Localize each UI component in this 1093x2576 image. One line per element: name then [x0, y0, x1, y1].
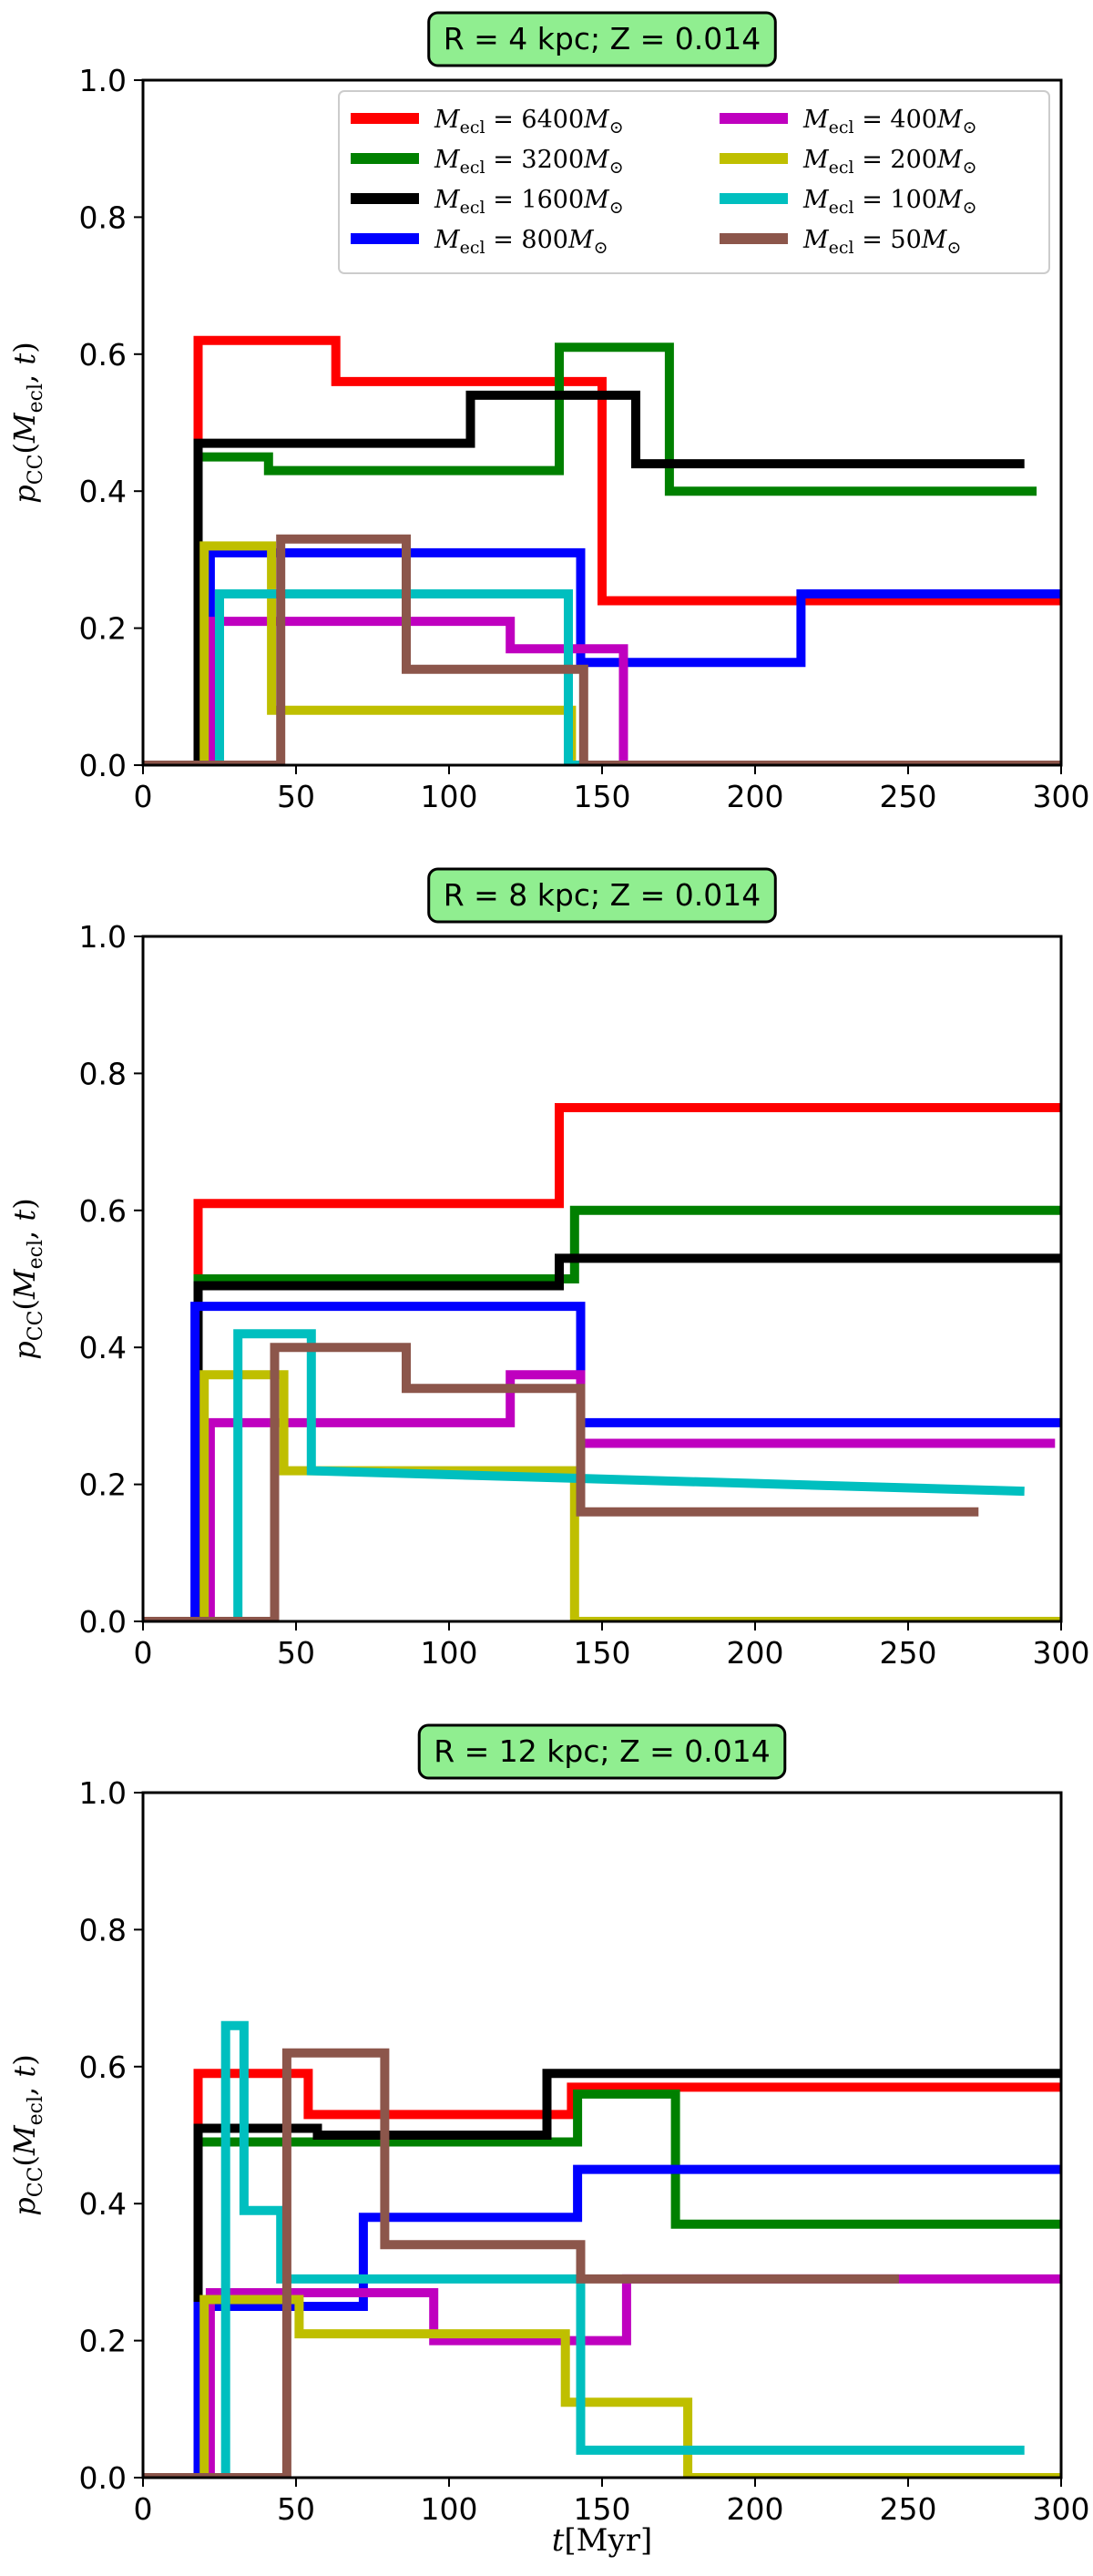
y-tick-label: 0.0: [79, 1604, 127, 1640]
title-box: [427, 11, 777, 67]
chart-panel-2: 0 50 100 150 200 250 300 0.0 0.2 0.4 0.6 0.8 1.0 pCC(…: [7, 867, 1090, 1671]
x-tick-label: 0: [134, 2491, 153, 2527]
y-tick-label: 0.4: [79, 2186, 127, 2222]
x-tick-label: 0: [134, 779, 153, 814]
y-tick-label: 0.4: [79, 474, 127, 509]
series-group: [143, 2020, 1061, 2478]
x-tick-label: 150: [574, 779, 631, 814]
series-line-8: [143, 1343, 979, 1621]
y-axis-label: pCC(Mecl, t): [7, 1198, 47, 1359]
x-tick-label: 300: [1033, 779, 1090, 814]
x-tick-label: 200: [727, 1635, 784, 1671]
legend-label: Mecl = 400M⊙: [802, 106, 977, 138]
legend-box: [338, 90, 1050, 274]
y-tick-label: 0.0: [79, 2460, 127, 2496]
y-tick-label: 1.0: [79, 63, 127, 98]
y-axis-label: pCC(Mecl, t): [7, 342, 47, 503]
series-line-5: [143, 2274, 1061, 2478]
y-tick-label: 0.8: [79, 1056, 127, 1091]
series-line-8: [143, 534, 1061, 765]
series-line-3: [143, 1253, 1061, 1621]
x-tick-label: 300: [1033, 1635, 1090, 1671]
x-tick-label: 100: [421, 2491, 478, 2527]
y-tick-label: 0.2: [79, 1467, 127, 1503]
chart-title: R = 8 kpc; Z = 0.014: [444, 877, 761, 913]
x-tick-label: 200: [727, 779, 784, 814]
x-axis-label: t[Myr]: [552, 2522, 652, 2559]
chart-panel-1: 0 50 100 150 200 250 300 0.0 0.2 0.4 0.6 0.8 1.0 pCC(…: [7, 11, 1090, 814]
panels: 0 50 100 150 200 250 300 0.0 0.2 0.4 0.6 0.8 1.0 pCC(…: [7, 11, 1090, 2527]
legend-label: Mecl = 1600M⊙: [434, 186, 624, 218]
chart-panel-3: 0 50 100 150 200 250 300 0.0 0.2 0.4 0.6 0.8 1.0 pCC(…: [7, 1723, 1090, 2527]
series-group: [143, 335, 1061, 765]
x-tick-label: 300: [1033, 2491, 1090, 2527]
series-line-7: [143, 1329, 1025, 1621]
legend-label: Mecl = 200M⊙: [802, 146, 977, 178]
x-tick-label: 50: [277, 2491, 315, 2527]
y-tick-label: 0.6: [79, 1193, 127, 1229]
series-line-3: [143, 390, 1025, 765]
legend-label: Mecl = 800M⊙: [434, 226, 608, 258]
series-line-8: [143, 2048, 899, 2478]
series-line-4: [143, 1302, 1061, 1621]
y-tick-label: 0.8: [79, 199, 127, 235]
y-tick-label: 0.2: [79, 611, 127, 647]
x-tick-label: 150: [574, 1635, 631, 1671]
y-tick-label: 0.8: [79, 1912, 127, 1947]
series-line-7: [143, 2020, 1025, 2478]
x-axis-label-text: t[Myr]: [552, 2522, 652, 2559]
series-line-4: [143, 2164, 1061, 2478]
title-box: [427, 867, 777, 924]
x-tick-label: 50: [277, 1635, 315, 1671]
y-tick-label: 0.0: [79, 748, 127, 783]
y-tick-label: 0.4: [79, 1330, 127, 1365]
series-line-6: [143, 2295, 1061, 2478]
x-tick-label: 150: [574, 2491, 631, 2527]
legend-label: Mecl = 3200M⊙: [434, 146, 624, 178]
y-tick-label: 1.0: [79, 919, 127, 955]
y-axis-label: pCC(Mecl, t): [7, 2054, 47, 2215]
y-tick-label: 0.6: [79, 2050, 127, 2085]
series-line-6: [143, 1370, 1061, 1621]
legend: Mecl = 6400M⊙ Mecl = 400M⊙ Mecl = 3200M⊙ Me…: [338, 90, 1050, 274]
x-tick-label: 250: [880, 1635, 937, 1671]
x-tick-label: 100: [421, 779, 478, 814]
x-tick-label: 50: [277, 779, 315, 814]
x-tick-label: 200: [727, 2491, 784, 2527]
series-line-1: [143, 1103, 1061, 1621]
legend-label: Mecl = 6400M⊙: [434, 106, 624, 138]
legend-label: Mecl = 50M⊙: [802, 226, 961, 258]
y-tick-label: 0.2: [79, 2324, 127, 2359]
x-tick-label: 100: [421, 1635, 478, 1671]
x-tick-label: 250: [880, 2491, 937, 2527]
x-tick-label: 0: [134, 1635, 153, 1671]
series-line-2: [143, 1205, 1061, 1621]
chart-title: R = 4 kpc; Z = 0.014: [444, 21, 761, 56]
series-group: [143, 1103, 1061, 1621]
y-tick-label: 0.6: [79, 337, 127, 373]
y-tick-label: 1.0: [79, 1775, 127, 1811]
legend-label: Mecl = 100M⊙: [802, 186, 977, 218]
x-tick-label: 250: [880, 779, 937, 814]
series-line-7: [143, 589, 1061, 765]
title-box: [417, 1723, 787, 1780]
series-line-5: [143, 617, 1061, 765]
chart-title: R = 12 kpc; Z = 0.014: [434, 1733, 771, 1769]
